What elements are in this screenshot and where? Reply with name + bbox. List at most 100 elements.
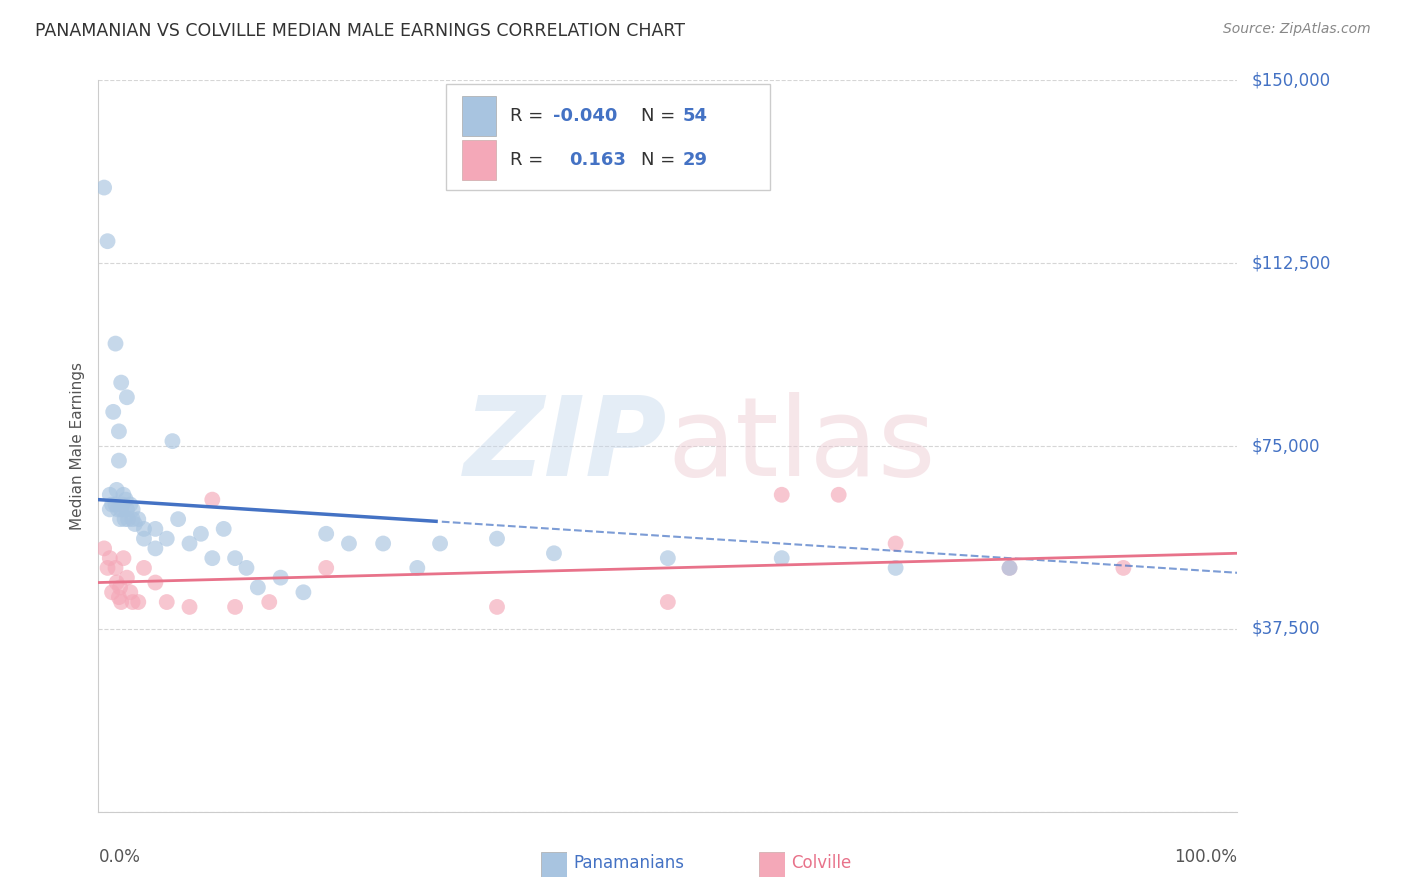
Text: 0.0%: 0.0% <box>98 848 141 866</box>
Point <box>114 512 136 526</box>
Point <box>132 532 155 546</box>
Point <box>117 512 139 526</box>
Text: Source: ZipAtlas.com: Source: ZipAtlas.com <box>1223 22 1371 37</box>
Point <box>93 541 115 556</box>
Point <box>110 502 132 516</box>
Point <box>132 561 155 575</box>
Point <box>108 512 131 526</box>
Text: N =: N = <box>641 107 681 125</box>
Point <box>998 561 1021 575</box>
Text: PANAMANIAN VS COLVILLE MEDIAN MALE EARNINGS CORRELATION CHART: PANAMANIAN VS COLVILLE MEDIAN MALE EARNI… <box>35 22 685 40</box>
Point <box>115 571 138 585</box>
Point <box>486 599 509 614</box>
Point <box>96 561 118 575</box>
Point <box>156 595 179 609</box>
Point <box>486 532 509 546</box>
Text: 0.163: 0.163 <box>569 152 626 169</box>
FancyBboxPatch shape <box>446 84 770 190</box>
Point <box>124 516 146 531</box>
Point <box>315 526 337 541</box>
Point <box>145 575 167 590</box>
Point <box>315 561 337 575</box>
Point <box>105 483 128 497</box>
Point <box>120 585 142 599</box>
Text: 54: 54 <box>683 107 707 125</box>
Point <box>110 376 132 390</box>
Point <box>108 425 131 439</box>
Point <box>179 536 201 550</box>
Point <box>121 502 143 516</box>
Point <box>115 390 138 404</box>
Point <box>884 561 907 575</box>
Point <box>112 488 135 502</box>
Point <box>145 522 167 536</box>
Point <box>543 546 565 560</box>
Text: $37,500: $37,500 <box>1251 620 1320 638</box>
Point <box>103 405 125 419</box>
Point <box>657 551 679 566</box>
Text: R =: R = <box>509 107 548 125</box>
Point <box>115 502 138 516</box>
Point <box>167 512 190 526</box>
Point <box>259 595 281 609</box>
Point <box>93 180 115 194</box>
Point <box>120 498 142 512</box>
Text: ZIP: ZIP <box>464 392 668 500</box>
Bar <box>461 95 496 136</box>
Point <box>235 561 257 575</box>
Point <box>337 536 360 550</box>
Text: 29: 29 <box>683 152 707 169</box>
Point <box>108 581 131 595</box>
Point <box>406 561 429 575</box>
Point <box>224 599 246 614</box>
Point <box>98 502 121 516</box>
Point <box>101 585 124 599</box>
Point <box>110 595 132 609</box>
Point <box>371 536 394 550</box>
Text: Panamanians: Panamanians <box>574 855 685 872</box>
Text: $75,000: $75,000 <box>1251 437 1320 455</box>
Point <box>105 575 128 590</box>
Point <box>101 498 124 512</box>
Point <box>657 595 679 609</box>
Point <box>127 512 149 526</box>
Text: R =: R = <box>509 152 548 169</box>
Text: N =: N = <box>641 152 681 169</box>
Point <box>104 336 127 351</box>
Point <box>104 498 127 512</box>
Text: -0.040: -0.040 <box>553 107 617 125</box>
Point <box>224 551 246 566</box>
Point <box>770 488 793 502</box>
Point <box>98 488 121 502</box>
Point <box>107 502 129 516</box>
Text: $150,000: $150,000 <box>1251 71 1330 89</box>
Point <box>121 512 143 526</box>
Point <box>292 585 315 599</box>
Y-axis label: Median Male Earnings: Median Male Earnings <box>70 362 86 530</box>
Point <box>132 522 155 536</box>
Point <box>111 498 134 512</box>
Point <box>104 561 127 575</box>
Point <box>770 551 793 566</box>
Text: atlas: atlas <box>668 392 936 500</box>
Bar <box>461 140 496 180</box>
Point <box>1112 561 1135 575</box>
Point <box>270 571 292 585</box>
Point <box>246 581 269 595</box>
Point <box>108 453 131 467</box>
Point <box>884 536 907 550</box>
Text: Colville: Colville <box>792 855 852 872</box>
Point <box>145 541 167 556</box>
Point <box>114 492 136 507</box>
Point <box>429 536 451 550</box>
Point <box>828 488 851 502</box>
Point <box>201 492 224 507</box>
Point <box>998 561 1021 575</box>
Point <box>112 551 135 566</box>
Point <box>201 551 224 566</box>
Point <box>179 599 201 614</box>
Point <box>190 526 212 541</box>
Point <box>127 595 149 609</box>
Point <box>212 522 235 536</box>
Point <box>96 234 118 248</box>
